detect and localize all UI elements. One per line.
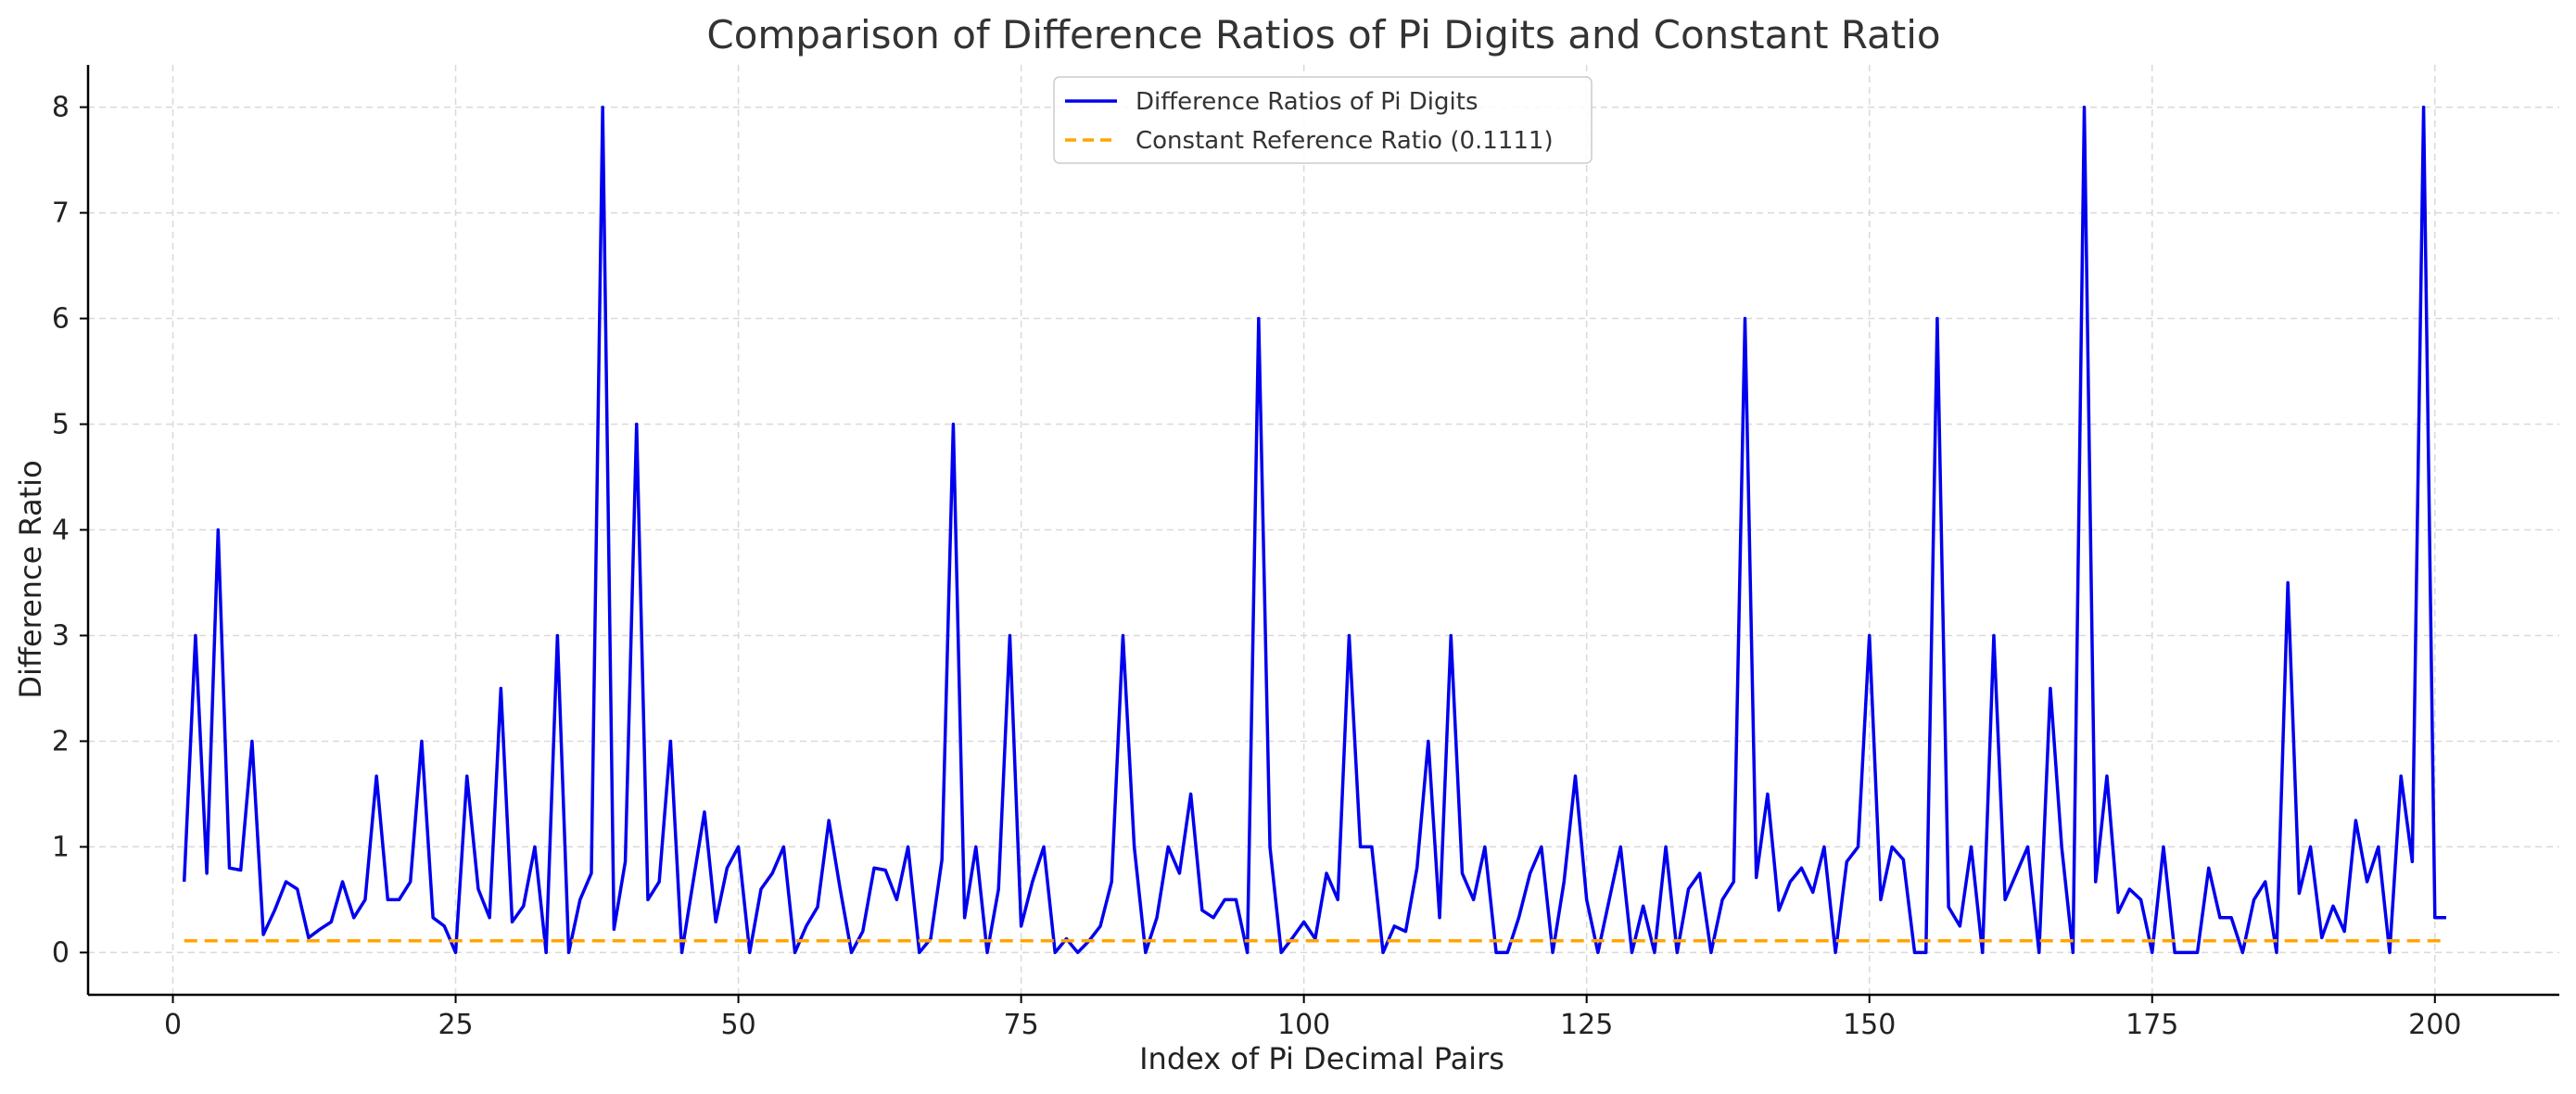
x-axis-label: Index of Pi Decimal Pairs (1139, 1041, 1504, 1076)
y-tick-label: 8 (52, 92, 70, 124)
plot-series (182, 105, 2446, 955)
y-axis-label: Difference Ratio (13, 460, 48, 698)
x-tick-label: 50 (720, 1009, 755, 1041)
pi-difference-ratio-line (182, 105, 2446, 955)
legend-box (1053, 76, 1593, 164)
y-tick-label: 7 (52, 197, 70, 230)
y-tick-label: 2 (52, 725, 70, 757)
legend-label-constant: Constant Reference Ratio (0.1111) (1136, 127, 1554, 155)
y-tick-label: 3 (52, 619, 70, 652)
x-tick-label: 175 (2126, 1009, 2178, 1041)
chart-title: Comparison of Difference Ratios of Pi Di… (706, 12, 1940, 57)
legend-label-pi-ratio: Difference Ratios of Pi Digits (1136, 88, 1478, 116)
x-tick-label: 25 (438, 1009, 473, 1041)
x-tick-label: 200 (2408, 1009, 2461, 1041)
x-tick-label: 75 (1004, 1009, 1039, 1041)
y-tick-label: 0 (52, 936, 70, 969)
x-tick-label: 125 (1560, 1009, 1613, 1041)
y-tick-label: 6 (52, 303, 70, 336)
x-tick-label: 150 (1843, 1009, 1896, 1041)
x-tick-label: 0 (164, 1009, 182, 1041)
legend: Difference Ratios of Pi Digits Constant R… (1053, 76, 1593, 164)
y-tick-label: 1 (52, 831, 70, 863)
y-tick-label: 5 (52, 409, 70, 441)
x-tick-label: 100 (1277, 1009, 1330, 1041)
ticks: 0 25 50 75 100 125 150 175 200 0 1 2 3 4 5 6 7 8 (52, 92, 2462, 1041)
y-tick-label: 4 (52, 515, 70, 547)
